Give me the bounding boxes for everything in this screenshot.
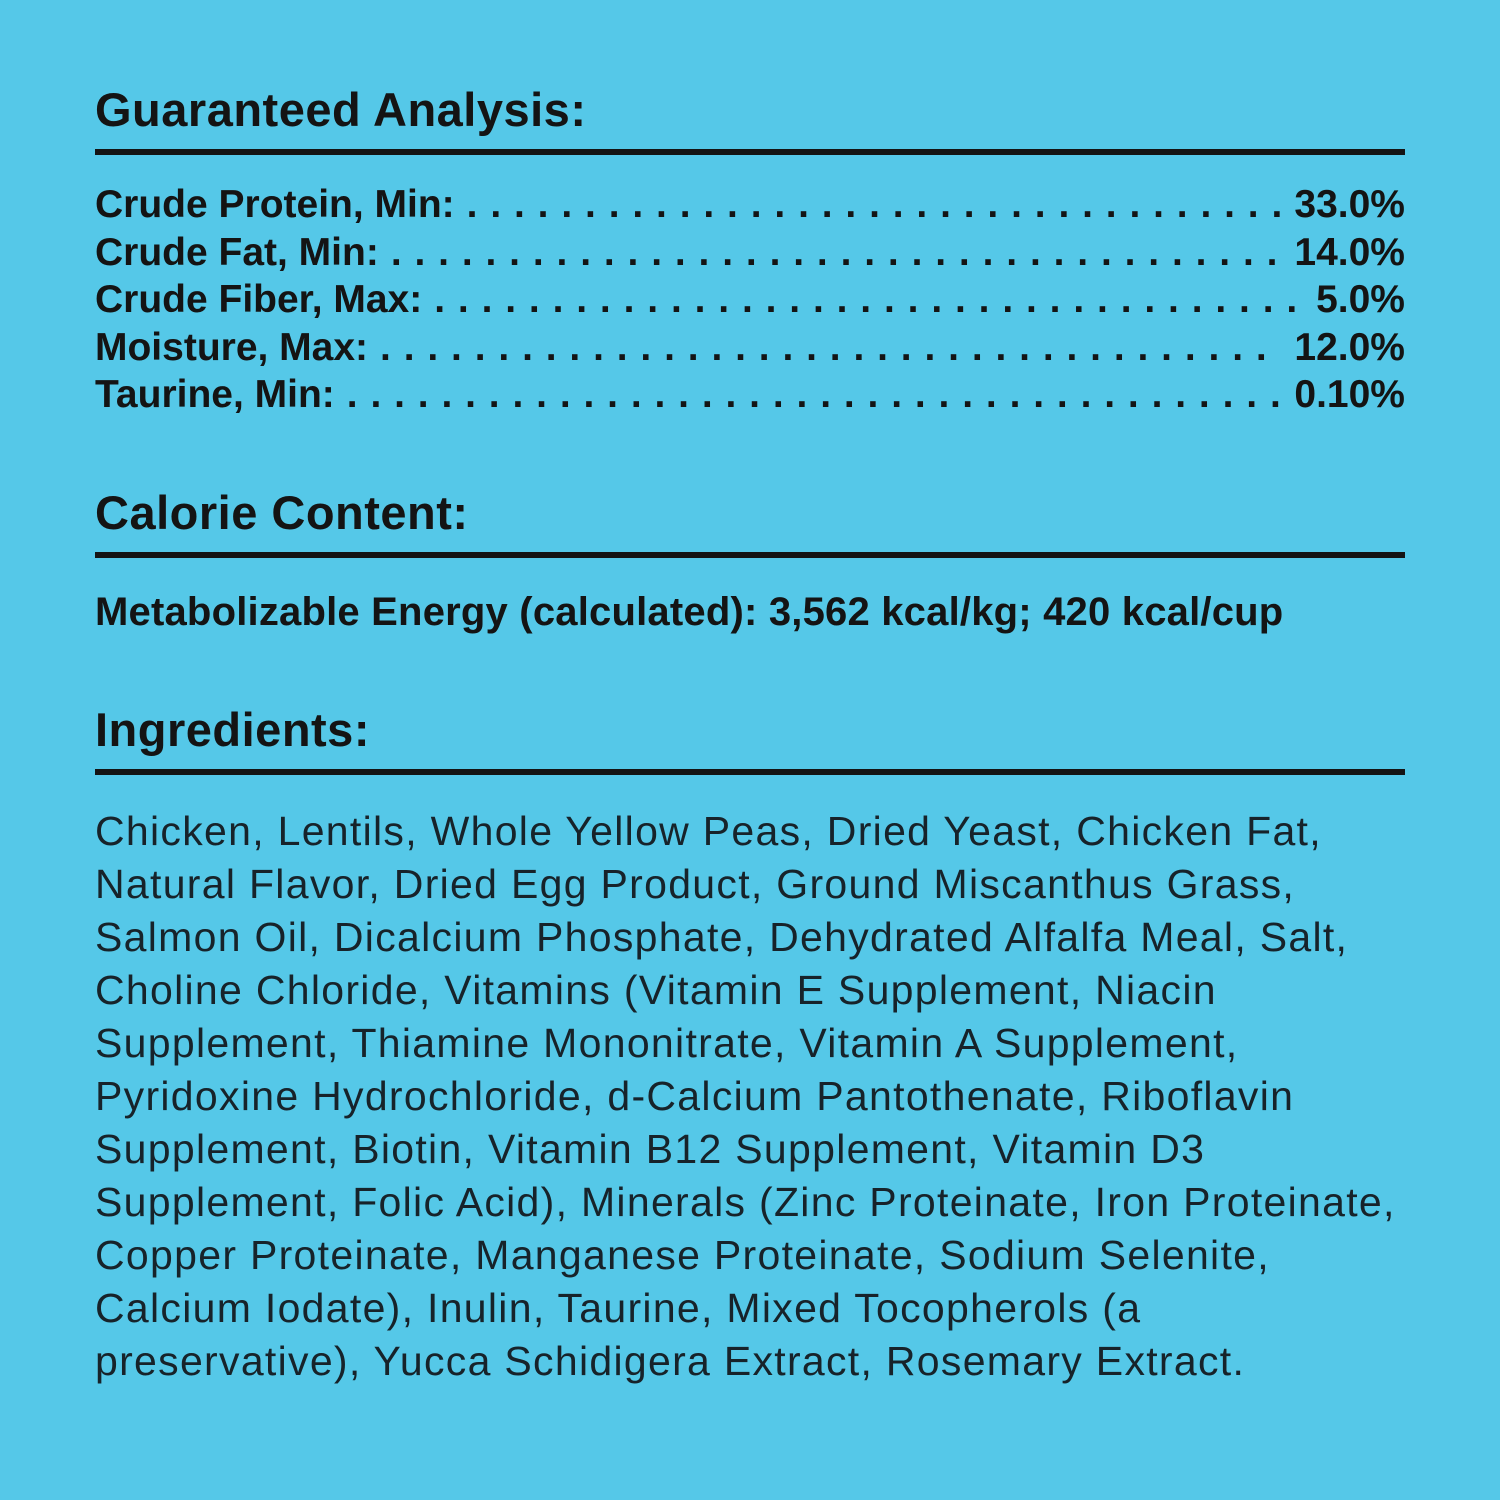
analysis-label: Crude Fiber, Max: [95,278,423,321]
section-divider [95,768,1405,775]
analysis-value: 12.0% [1294,325,1405,369]
analysis-row-crude-protein: Crude Protein, Min: 33.0% [95,181,1405,229]
calorie-content-text: Metabolizable Energy (calculated): 3,562… [95,589,1284,634]
analysis-label: Taurine, Min: [95,373,335,416]
section-divider [95,149,1405,155]
dot-leader [391,229,1281,277]
calorie-content-heading: Calorie Content: [95,485,469,539]
analysis-row-moisture: Moisture, Max: 12.0% [95,324,1405,372]
analysis-row-crude-fat: Crude Fat, Min: 14.0% [95,229,1405,277]
dot-leader [380,324,1280,372]
analysis-row-taurine: Taurine, Min: 0.10% [95,371,1405,419]
analysis-value: 33.0% [1294,183,1405,226]
guaranteed-analysis-table: Crude Protein, Min: 33.0% Crude Fat, Min… [95,181,1405,419]
analysis-value: 14.0% [1294,230,1405,274]
calorie-content-section: Calorie Content: Metabolizable Energy (c… [95,489,1405,636]
dot-leader [434,276,1302,324]
analysis-value: 5.0% [1316,278,1405,321]
analysis-row-crude-fiber: Crude Fiber, Max: 5.0% [95,276,1405,324]
dot-leader [347,371,1281,419]
ingredients-section: Ingredients: Chicken, Lentils, Whole Yel… [95,706,1405,1388]
analysis-label: Crude Protein, Min: [95,183,455,226]
analysis-label: Crude Fat, Min: [95,230,379,274]
guaranteed-analysis-section: Guaranteed Analysis: Crude Protein, Min:… [95,86,1405,419]
analysis-label: Moisture, Max: [95,325,369,369]
dot-leader [467,181,1281,229]
ingredients-list-text: Chicken, Lentils, Whole Yellow Peas, Dri… [95,807,1396,1384]
guaranteed-analysis-heading: Guaranteed Analysis: [95,83,587,136]
ingredients-heading: Ingredients: [95,702,370,756]
section-divider [95,551,1405,558]
analysis-value: 0.10% [1294,373,1405,416]
